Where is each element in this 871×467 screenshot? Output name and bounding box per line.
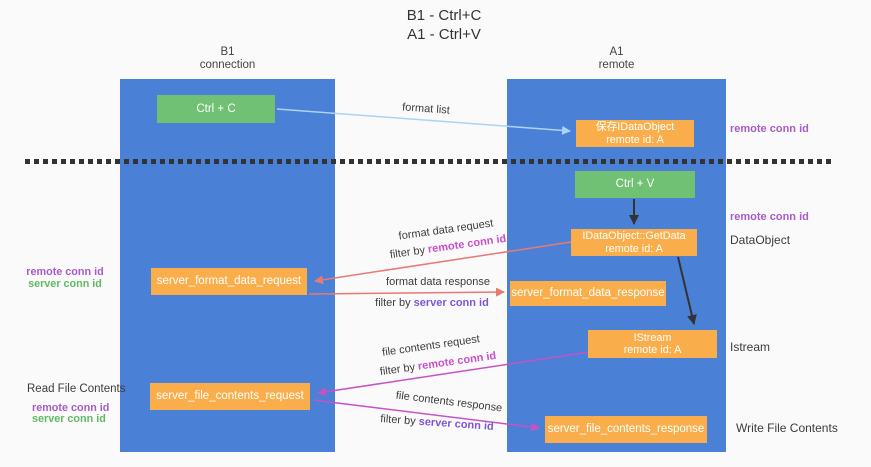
server-format-data-request-node: server_format_data_request <box>151 268 307 295</box>
getdata-line2: remote id: A <box>605 242 663 255</box>
format-data-response-label: format data response <box>386 276 490 288</box>
ctrl-c-key-node: Ctrl + C <box>157 95 275 123</box>
server-format-data-request-label: server_format_data_request <box>156 275 302 287</box>
istream-side-label: Istream <box>730 340 771 354</box>
filter-by-text: filter by <box>375 297 411 309</box>
server-file-contents-response-label: server_file_contents_response <box>547 423 705 435</box>
lane-header-a1: A1 remote <box>507 46 726 72</box>
format-data-response-arrow <box>308 287 505 297</box>
lane-a1-role: remote <box>598 59 635 71</box>
idataobject-getdata-node: IDataObject::GetData remote id: A <box>571 229 697 256</box>
machine-boundary-dashed-divider <box>25 159 832 164</box>
dataobject-label: DataObject <box>730 233 791 247</box>
lane-header-b1: B1 connection <box>120 46 335 72</box>
server-conn-id-text: server conn id <box>413 297 489 309</box>
remote-conn-id-label-left-bottom: remote conn id <box>32 402 110 414</box>
save-dataobject-line1: 保存IDataObject <box>595 121 675 133</box>
istream-node: IStream remote id: A <box>588 330 717 358</box>
save-dataobject-node: 保存IDataObject remote id: A <box>576 120 694 147</box>
ctrl-c-label: Ctrl + C <box>196 102 236 115</box>
remote-conn-id-text: remote conn id <box>417 349 497 373</box>
diagram-title: B1 - Ctrl+C A1 - Ctrl+V <box>344 6 544 44</box>
remote-conn-id-label-right-mid: remote conn id <box>730 211 809 223</box>
filter-by-text: filter by <box>379 413 417 428</box>
title-line-1: B1 - Ctrl+C <box>406 7 482 24</box>
lane-b1-role: connection <box>199 59 256 71</box>
lane-a1-name: A1 <box>609 46 624 58</box>
filter-by-text: filter by <box>379 361 416 379</box>
filter-by-text: filter by <box>389 244 426 262</box>
write-file-contents-label: Write File Contents <box>736 421 838 435</box>
server-conn-id-label-left-top: server conn id <box>28 277 102 290</box>
server-conn-id-label-left-bottom: server conn id <box>32 413 106 425</box>
istream-line1: IStream <box>633 331 672 344</box>
server-file-contents-request-label: server_file_contents_request <box>156 390 304 402</box>
server-file-contents-response-node: server_file_contents_response <box>545 416 707 443</box>
getdata-line1: IDataObject::GetData <box>582 230 686 242</box>
server-format-data-response-label: server_format_data_response <box>511 287 665 299</box>
server-file-contents-request-node: server_file_contents_request <box>150 383 310 410</box>
ctrl-v-label: Ctrl + V <box>615 178 655 190</box>
read-file-contents-label: Read File Contents <box>27 383 126 395</box>
filter-by-server-conn-id-label-1: filter by server conn id <box>375 297 489 309</box>
save-dataobject-line2: remote id: A <box>606 133 664 146</box>
remote-conn-id-label-left-top: remote conn id <box>26 266 104 278</box>
remote-conn-id-label-right-top: remote conn id <box>730 123 809 135</box>
ctrl-v-key-node: Ctrl + V <box>575 171 695 198</box>
server-conn-id-text: server conn id <box>418 415 495 433</box>
lane-b1-name: B1 <box>220 46 235 58</box>
istream-line2: remote id: A <box>623 344 682 356</box>
file-contents-response-label: file contents response <box>395 389 503 415</box>
filter-by-server-conn-id-label-2: filter by server conn id <box>380 413 494 433</box>
server-format-data-response-node: server_format_data_response <box>510 281 666 306</box>
title-line-2: A1 - Ctrl+V <box>407 26 481 43</box>
format-list-label: format list <box>401 101 451 117</box>
conn-id-pair-top: remote conn id server conn id <box>20 266 110 290</box>
